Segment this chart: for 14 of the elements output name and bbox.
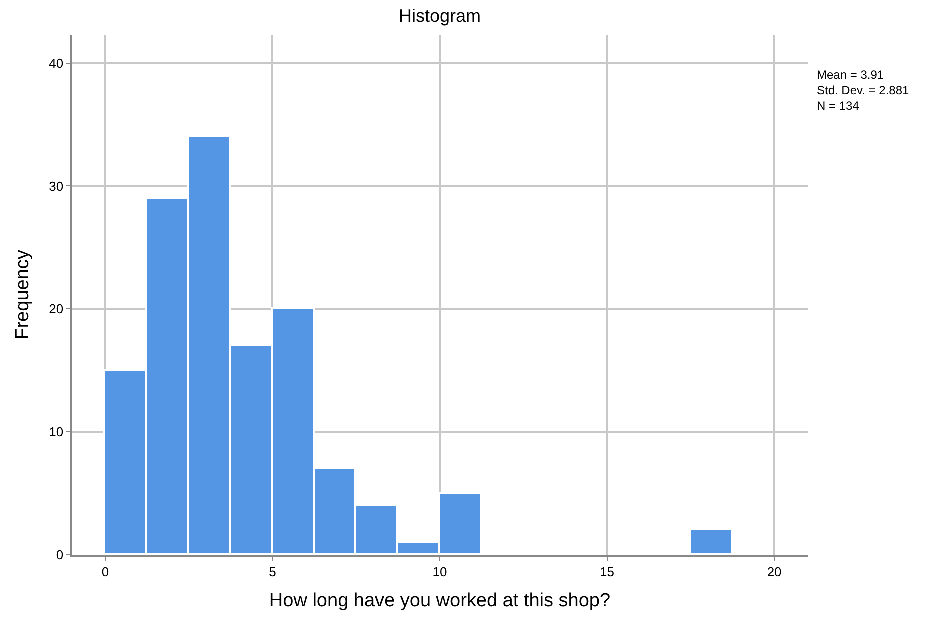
y-axis-title: Frequency	[12, 250, 34, 340]
y-tick-label: 0	[56, 548, 64, 563]
text: Mean = 3.91 Std. Dev. = 2.881 N = 134	[817, 68, 910, 114]
x-tick-label: 0	[102, 564, 110, 580]
y-tick-label: 20	[49, 302, 64, 317]
x-axis-title: How long have you worked at this shop?	[269, 590, 611, 612]
x-tick-label: 10	[432, 564, 448, 580]
x-tick-label: 5	[269, 564, 276, 580]
y-tick-label: 10	[49, 424, 64, 440]
x-tick-label: 20	[767, 564, 782, 580]
y-tick-label: 40	[49, 56, 64, 71]
x-tick-label: 15	[600, 564, 615, 580]
chart-title: Histogram	[398, 6, 482, 26]
y-tick-label: 30	[49, 178, 64, 194]
